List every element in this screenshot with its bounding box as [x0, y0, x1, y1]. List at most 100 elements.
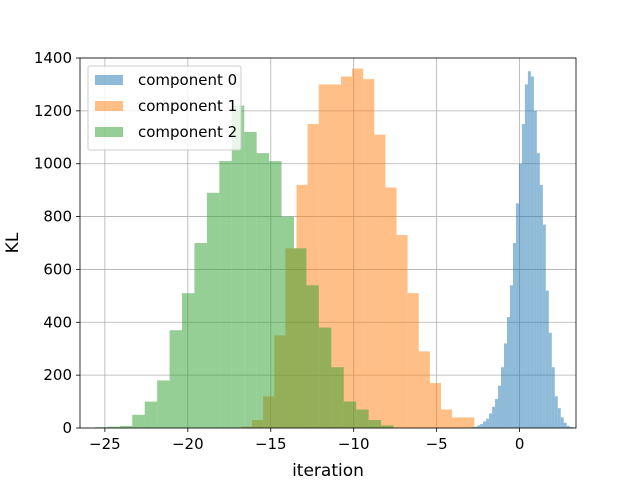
- y-tick-label: 600: [43, 260, 72, 278]
- y-tick-label: 200: [43, 366, 72, 384]
- histogram-bar: [363, 79, 375, 429]
- histogram-bar: [486, 418, 490, 428]
- legend-label: component 2: [138, 123, 237, 141]
- legend-label: component 0: [138, 71, 237, 89]
- histogram-bar: [566, 425, 570, 428]
- y-axis-label: KL: [3, 232, 23, 253]
- x-tick-label: −5: [426, 435, 448, 453]
- histogram-bar: [107, 426, 120, 428]
- histogram-bar: [563, 422, 567, 428]
- plot-frame: [79, 57, 577, 429]
- histogram-bar: [318, 84, 330, 428]
- histogram-bar: [293, 248, 307, 428]
- histogram-bar: [343, 401, 357, 428]
- histogram-bar: [169, 330, 183, 428]
- histogram-bar: [352, 68, 364, 429]
- histogram-bar: [281, 216, 294, 428]
- histogram-bar: [533, 110, 537, 428]
- histogram-bar: [356, 409, 369, 428]
- legend-box: [87, 65, 242, 151]
- axis-ticks: −25 −20 −15 −10 −5 0 0 200 400 600 800 1000 1200 1400: [34, 49, 525, 453]
- histogram-bar: [368, 420, 382, 428]
- legend-swatch: [95, 101, 123, 111]
- histogram-bar: [560, 417, 564, 428]
- histogram-bar: [396, 235, 408, 428]
- histogram-bar: [539, 184, 543, 428]
- histogram-bar: [452, 417, 464, 428]
- histogram-bar: [498, 385, 502, 428]
- legend-swatch: [95, 75, 123, 85]
- histogram-bar: [477, 425, 481, 428]
- y-tick-label: 1000: [34, 155, 72, 173]
- histogram-bar: [256, 153, 270, 428]
- y-tick-label: 400: [43, 313, 72, 331]
- x-tick-label: −20: [172, 435, 204, 453]
- histogram-bar: [407, 293, 419, 428]
- legend-swatch: [95, 127, 123, 137]
- histogram-bar: [463, 417, 475, 428]
- histogram-bar: [385, 187, 397, 428]
- y-tick-label: 0: [62, 419, 72, 437]
- histogram-bar: [440, 409, 453, 428]
- histogram-bar: [521, 124, 525, 429]
- histogram-bar: [501, 367, 505, 428]
- y-tick-label: 1200: [34, 102, 72, 120]
- histogram-bar: [512, 243, 516, 428]
- histogram-bar: [340, 76, 353, 428]
- histogram-bar: [542, 224, 546, 428]
- x-tick-label: −10: [338, 435, 370, 453]
- histogram-bar: [551, 367, 555, 428]
- legend-label: component 1: [138, 97, 237, 115]
- y-tick-label: 800: [43, 208, 72, 226]
- series-2-bars: [94, 105, 394, 429]
- histogram-bar: [231, 105, 245, 429]
- x-tick-label: −25: [89, 435, 121, 453]
- histogram-bar: [536, 153, 540, 428]
- histogram-bar: [480, 424, 484, 428]
- histogram-bar: [515, 203, 519, 428]
- histogram-bar: [269, 161, 282, 429]
- histogram-bars: [94, 68, 576, 429]
- histogram-bar: [182, 293, 195, 428]
- histogram-bar: [545, 290, 549, 428]
- histogram-bar: [132, 414, 145, 428]
- histogram-bar: [474, 426, 478, 428]
- histogram-bar: [206, 192, 220, 428]
- histogram-bar: [318, 327, 332, 428]
- histogram-bar: [374, 134, 386, 428]
- histogram-bar: [569, 426, 573, 428]
- histogram-bar: [331, 367, 344, 428]
- x-tick-label: 0: [515, 435, 525, 453]
- series-0-bars: [468, 71, 576, 429]
- x-tick-label: −15: [255, 435, 287, 453]
- histogram-bar: [509, 285, 513, 428]
- histogram-bar: [489, 413, 493, 428]
- histogram-bar: [506, 317, 510, 428]
- histogram-bar: [554, 396, 558, 428]
- histogram-bar: [306, 285, 319, 428]
- histogram-bar: [144, 401, 158, 428]
- x-axis-label: iteration: [292, 461, 364, 480]
- histogram-bar: [548, 332, 552, 428]
- histogram-bar: [329, 84, 341, 428]
- histogram-bar: [119, 425, 133, 428]
- histogram-bar: [381, 425, 394, 428]
- histogram-bar: [483, 421, 487, 428]
- histogram-bar: [495, 398, 499, 428]
- histogram-bar: [518, 163, 522, 428]
- histogram-bar: [219, 161, 232, 429]
- histogram-bar: [492, 406, 496, 428]
- histogram-bar: [527, 71, 531, 428]
- y-tick-label: 1400: [34, 49, 72, 67]
- histogram-bar: [307, 124, 319, 429]
- histogram-bar: [418, 351, 430, 428]
- histogram-bar: [524, 84, 528, 428]
- histogram-bar: [194, 243, 207, 428]
- legend: component 0 component 1 component 2: [87, 65, 242, 151]
- histogram-bar: [557, 408, 561, 428]
- histogram-bar: [244, 132, 257, 428]
- histogram-bar: [429, 383, 441, 428]
- histogram-bar: [504, 343, 507, 428]
- histogram-bar: [157, 380, 170, 428]
